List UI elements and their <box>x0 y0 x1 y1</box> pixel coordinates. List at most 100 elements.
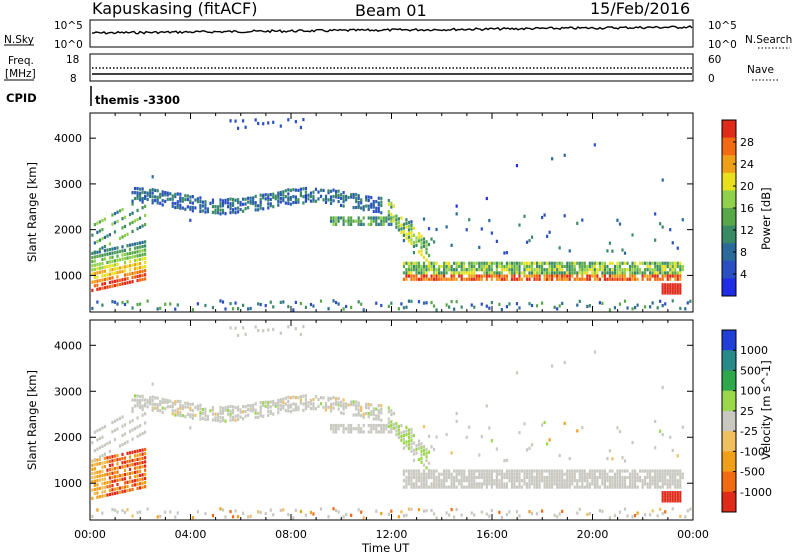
power-cell <box>503 268 506 272</box>
power-cell <box>596 274 599 278</box>
power-cell <box>111 300 114 304</box>
velocity-cell <box>231 415 235 419</box>
velocity-cell <box>483 472 486 476</box>
power-cell <box>264 197 267 201</box>
power-cell <box>515 264 519 269</box>
power-cell <box>372 216 375 220</box>
velocity-cell <box>407 432 411 436</box>
velocity-cell <box>586 475 589 480</box>
velocity-cell <box>329 423 333 428</box>
power-cell <box>231 197 235 202</box>
velocity-cell <box>671 479 674 483</box>
time-tick-label: 12:00 <box>376 528 408 541</box>
velocity-cell <box>586 482 589 486</box>
velocity-cell <box>410 431 413 435</box>
velocity-cell <box>387 417 390 421</box>
velocity-cell <box>277 410 280 415</box>
power-cell <box>133 263 137 267</box>
velocity-cell <box>591 479 594 483</box>
velocity-cell <box>221 416 225 420</box>
power-cell <box>159 192 162 196</box>
velocity-cell <box>412 448 416 452</box>
velocity-cell <box>282 397 285 401</box>
velocity-colorbar-frame <box>721 329 737 513</box>
velocity-cell <box>126 460 129 464</box>
velocity-cell <box>443 472 446 476</box>
power-cell <box>186 194 189 198</box>
power-cell <box>219 212 222 216</box>
velocity-cell <box>362 516 365 520</box>
power-cell <box>108 280 112 285</box>
power-cell <box>332 199 335 203</box>
power-cell <box>463 271 466 275</box>
velocity-cell <box>242 405 245 409</box>
velocity-cell <box>551 364 554 368</box>
velocity-cell <box>518 479 521 483</box>
velocity-cell <box>254 402 257 406</box>
velocity-cell <box>606 456 609 461</box>
power-cell <box>576 271 579 275</box>
power-cell <box>651 274 654 278</box>
power-cell <box>133 254 137 259</box>
velocity-cell <box>231 417 235 422</box>
velocity-cell <box>339 400 343 404</box>
power-cell <box>548 230 551 234</box>
power-cell <box>593 277 596 281</box>
velocity-cell <box>656 514 659 518</box>
power-cell <box>141 190 144 195</box>
velocity-cell <box>666 499 669 503</box>
power-cell <box>96 254 99 259</box>
power-cell <box>443 268 446 272</box>
power-cell <box>430 261 433 265</box>
velocity-cell <box>131 419 134 423</box>
velocity-cell <box>498 510 501 514</box>
power-cell <box>551 157 554 161</box>
power-cell <box>435 261 438 265</box>
power-cell <box>118 266 122 270</box>
power-cell <box>664 271 667 275</box>
velocity-cell <box>287 325 290 329</box>
velocity-cell <box>211 418 215 422</box>
power-cell <box>410 238 413 242</box>
velocity-cell <box>435 482 438 486</box>
power-cell <box>641 277 644 281</box>
velocity-cell <box>289 396 292 400</box>
velocity-cell <box>123 464 127 468</box>
power-cell <box>525 264 529 269</box>
power-cell <box>583 268 586 272</box>
power-cell <box>623 251 627 255</box>
velocity-cell <box>535 479 539 483</box>
power-cell <box>573 277 576 281</box>
power-cell <box>581 261 584 265</box>
velocity-cell <box>297 405 300 409</box>
power-cell <box>412 241 416 245</box>
velocity-cell <box>141 448 144 452</box>
power-cell <box>242 119 245 123</box>
velocity-cell <box>508 510 511 514</box>
velocity-cell <box>380 411 383 415</box>
power-cell <box>91 260 94 264</box>
power-cell <box>583 271 586 275</box>
velocity-cell <box>121 452 124 457</box>
power-cell <box>108 264 112 268</box>
velocity-cell <box>666 469 669 473</box>
velocity-cell <box>676 469 679 473</box>
power-cell <box>254 201 257 205</box>
power-cell <box>525 261 529 265</box>
power-cell <box>641 274 644 278</box>
velocity-cell <box>171 401 174 405</box>
velocity-cell <box>322 396 325 400</box>
velocity-cell <box>272 513 275 517</box>
velocity-cell <box>267 413 270 417</box>
velocity-cell <box>93 463 96 467</box>
power-cell <box>445 225 448 229</box>
power-cell <box>420 274 423 278</box>
velocity-cell <box>350 430 353 434</box>
power-cell <box>138 257 142 262</box>
velocity-cell <box>535 469 539 473</box>
velocity-cell <box>676 479 679 483</box>
power-cell <box>121 278 124 282</box>
power-cell <box>412 264 416 269</box>
power-cell <box>608 271 612 275</box>
power-cell <box>478 268 481 272</box>
